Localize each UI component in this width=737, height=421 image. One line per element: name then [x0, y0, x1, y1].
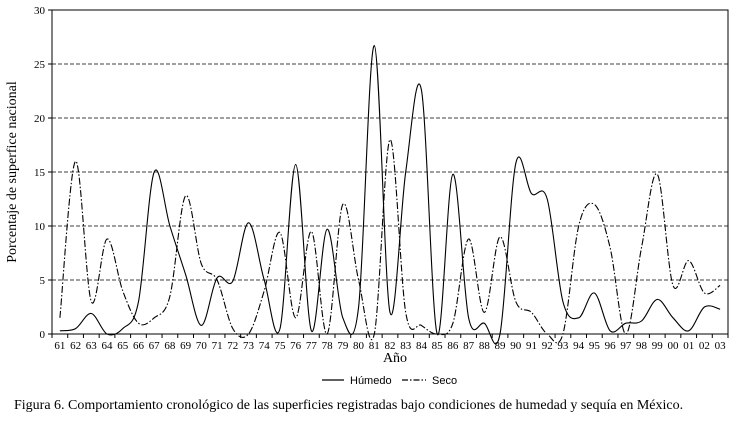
- series-group: [59, 45, 721, 345]
- x-tick-label: 03: [715, 340, 727, 352]
- x-tick-label: 95: [589, 340, 601, 352]
- x-tick-label: 91: [526, 340, 537, 352]
- x-tick-label: 81: [369, 340, 380, 352]
- x-tick-label: 68: [164, 340, 176, 352]
- x-tick-label: 65: [117, 340, 129, 352]
- x-tick-label: 77: [306, 340, 318, 352]
- x-tick-label: 69: [180, 340, 192, 352]
- x-axis-label: Año: [383, 351, 407, 366]
- legend: Húmedo Seco: [322, 375, 457, 387]
- legend-label-humedo: Húmedo: [350, 375, 392, 387]
- x-tick-label: 87: [463, 340, 475, 352]
- x-tick-label: 82: [385, 340, 396, 352]
- x-tick-label: 92: [542, 340, 553, 352]
- x-tick-label: 62: [70, 340, 81, 352]
- x-tick-label: 67: [149, 340, 161, 352]
- x-tick-label: 80: [353, 340, 365, 352]
- x-tick-label: 74: [259, 340, 271, 352]
- legend-label-seco: Seco: [432, 375, 457, 387]
- y-tick-label: 15: [34, 167, 46, 179]
- grid-lines: [52, 63, 728, 281]
- x-tick-label: 73: [243, 340, 255, 352]
- y-tick-label: 25: [34, 59, 46, 71]
- figure-caption: Figura 6. Comportamiento cronológico de …: [14, 398, 684, 413]
- x-tick-label: 94: [573, 340, 585, 352]
- x-tick-label: 89: [495, 340, 507, 352]
- x-axis-ticks: 61 62 63 64 65 66 67 68 69 70 71 72 73 74 75 76 77 78 79 80…: [51, 334, 729, 352]
- x-tick-label: 78: [322, 340, 334, 352]
- x-tick-label: 86: [447, 340, 459, 352]
- x-tick-label: 66: [133, 340, 145, 352]
- x-tick-label: 64: [102, 340, 114, 352]
- x-tick-label: 70: [196, 340, 208, 352]
- x-tick-label: 02: [699, 340, 710, 352]
- x-tick-label: 88: [479, 340, 491, 352]
- x-tick-label: 72: [227, 340, 238, 352]
- y-axis-label: Porcentaje de superfice nacional: [5, 81, 20, 263]
- y-tick-label: 20: [34, 113, 46, 125]
- x-tick-label: 83: [400, 340, 412, 352]
- x-tick-label: 61: [54, 340, 65, 352]
- x-tick-label: 96: [605, 340, 617, 352]
- y-tick-label: 10: [34, 221, 46, 233]
- x-tick-label: 00: [667, 340, 679, 352]
- x-tick-label: 75: [274, 340, 286, 352]
- series-line-seco: [59, 139, 721, 344]
- y-tick-label: 0: [40, 329, 46, 341]
- y-axis-ticks: 0 5 10 15 20 25 30: [34, 5, 52, 341]
- x-tick-label: 79: [337, 340, 349, 352]
- x-tick-label: 01: [683, 340, 694, 352]
- x-tick-label: 71: [212, 340, 223, 352]
- y-tick-label: 30: [34, 5, 46, 17]
- x-tick-label: 97: [620, 340, 632, 352]
- x-tick-label: 98: [636, 340, 648, 352]
- x-tick-label: 84: [416, 340, 428, 352]
- x-tick-label: 90: [510, 340, 522, 352]
- x-tick-label: 99: [652, 340, 664, 352]
- x-tick-label: 93: [557, 340, 569, 352]
- series-line-humedo: [59, 45, 721, 345]
- x-tick-label: 63: [86, 340, 98, 352]
- y-tick-label: 5: [40, 275, 46, 287]
- x-tick-label: 76: [290, 340, 302, 352]
- x-tick-label: 85: [432, 340, 444, 352]
